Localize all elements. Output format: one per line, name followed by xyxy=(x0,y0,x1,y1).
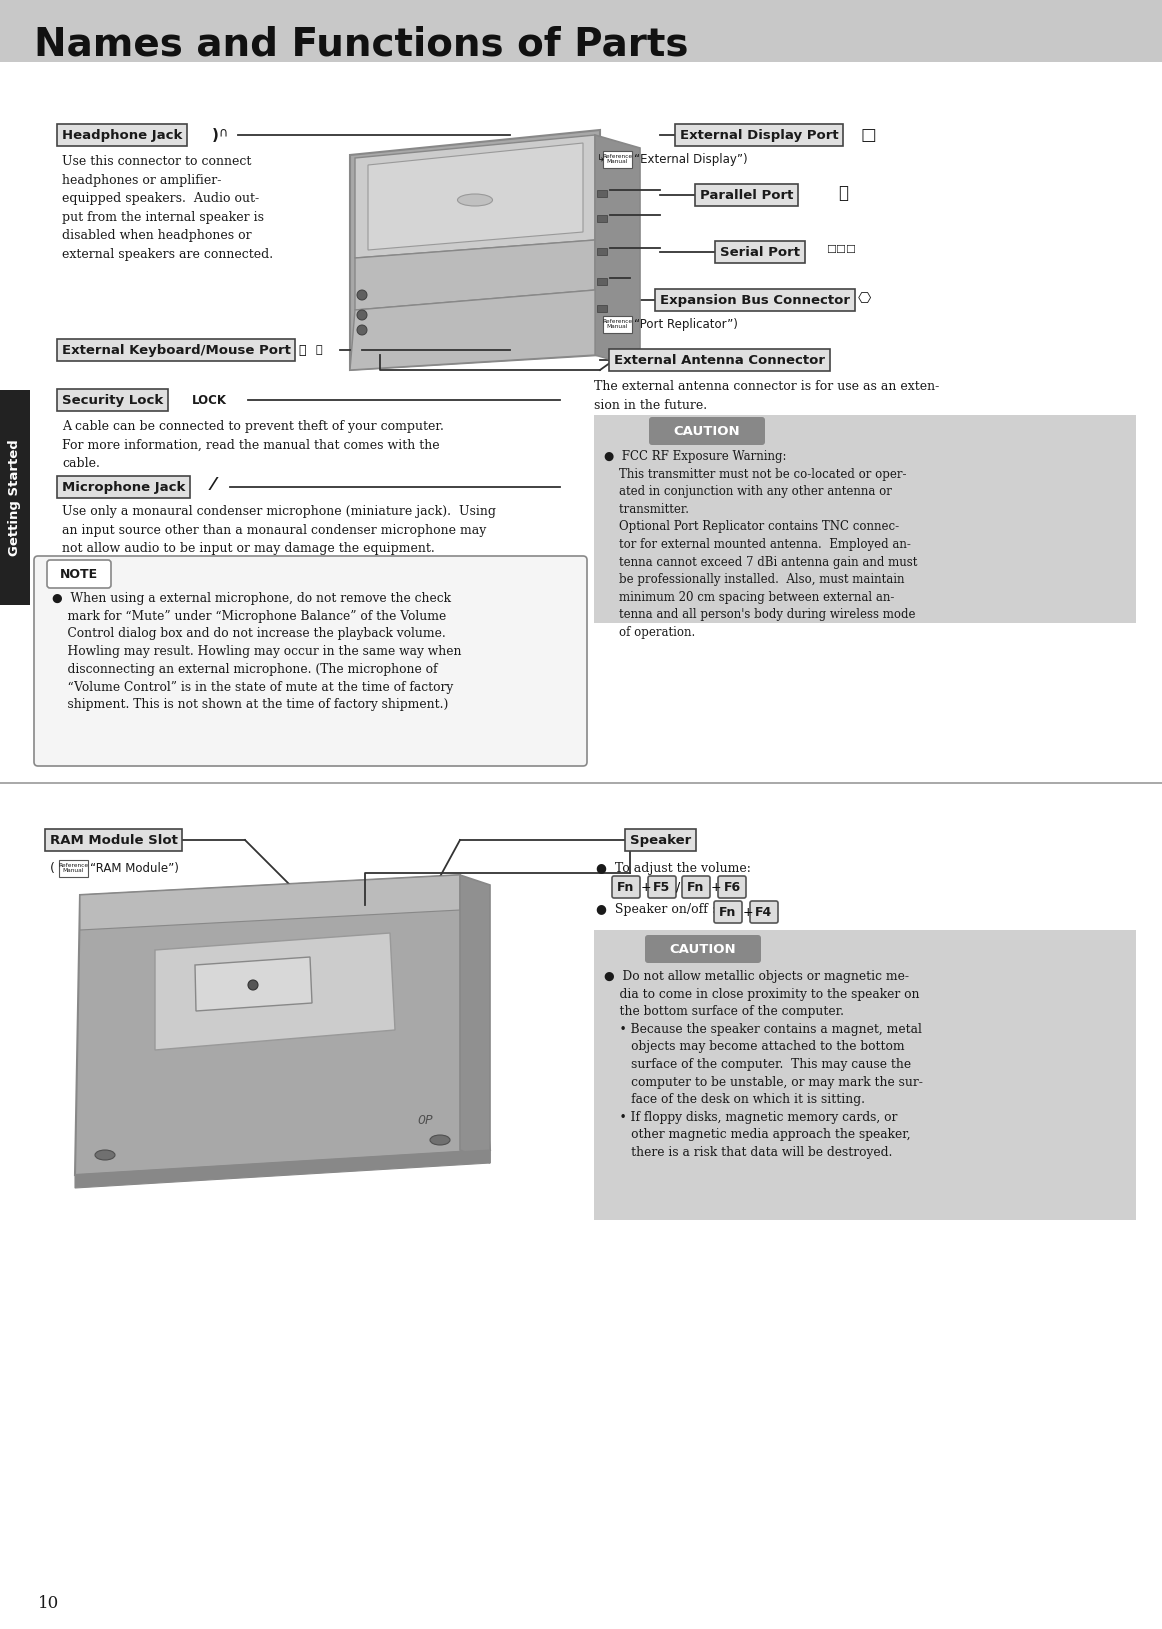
FancyBboxPatch shape xyxy=(650,417,765,445)
FancyBboxPatch shape xyxy=(597,279,607,285)
FancyBboxPatch shape xyxy=(597,191,607,197)
Text: ↳: ↳ xyxy=(597,153,605,163)
Polygon shape xyxy=(356,135,595,257)
Circle shape xyxy=(357,326,367,336)
FancyBboxPatch shape xyxy=(0,389,30,604)
Text: Fn: Fn xyxy=(687,881,704,893)
Text: Use this connector to connect
headphones or amplifier-
equipped speakers.  Audio: Use this connector to connect headphones… xyxy=(62,155,273,261)
Circle shape xyxy=(357,290,367,300)
Text: ∩: ∩ xyxy=(218,127,227,140)
Text: Parallel Port: Parallel Port xyxy=(700,189,794,202)
Text: Use only a monaural condenser microphone (miniature jack).  Using
an input sourc: Use only a monaural condenser microphone… xyxy=(62,505,496,555)
Text: Names and Functions of Parts: Names and Functions of Parts xyxy=(34,24,689,64)
Ellipse shape xyxy=(430,1135,450,1145)
FancyBboxPatch shape xyxy=(603,316,631,332)
FancyBboxPatch shape xyxy=(713,901,743,924)
Text: NOTE: NOTE xyxy=(60,567,98,580)
Text: ●  To adjust the volume:: ● To adjust the volume: xyxy=(596,862,751,875)
Text: +: + xyxy=(641,881,652,893)
Text: +: + xyxy=(743,906,754,919)
Text: (: ( xyxy=(594,153,598,166)
FancyBboxPatch shape xyxy=(58,860,87,876)
Text: Headphone Jack: Headphone Jack xyxy=(62,129,182,142)
Text: Security Lock: Security Lock xyxy=(62,394,163,407)
Text: ●  Do not allow metallic objects or magnetic me-
    dia to come in close proxim: ● Do not allow metallic objects or magne… xyxy=(604,969,923,1158)
Text: CAUTION: CAUTION xyxy=(674,425,740,438)
Circle shape xyxy=(248,981,258,990)
Text: (: ( xyxy=(594,318,598,331)
Text: F5: F5 xyxy=(653,881,670,893)
Text: 10: 10 xyxy=(38,1595,59,1613)
Text: 🖱: 🖱 xyxy=(297,344,306,357)
Polygon shape xyxy=(350,290,595,370)
FancyBboxPatch shape xyxy=(718,876,746,898)
Polygon shape xyxy=(195,956,313,1012)
Text: Getting Started: Getting Started xyxy=(8,440,22,557)
Text: ⁄: ⁄ xyxy=(211,476,215,494)
FancyBboxPatch shape xyxy=(0,0,1162,62)
FancyBboxPatch shape xyxy=(597,215,607,222)
FancyBboxPatch shape xyxy=(594,930,1136,1220)
FancyBboxPatch shape xyxy=(34,555,587,766)
FancyBboxPatch shape xyxy=(612,876,640,898)
Text: CAUTION: CAUTION xyxy=(669,943,737,956)
Text: □: □ xyxy=(860,125,876,143)
Text: “External Display”): “External Display”) xyxy=(634,153,747,166)
FancyBboxPatch shape xyxy=(594,415,1136,622)
Text: RAM Module Slot: RAM Module Slot xyxy=(50,834,178,847)
Text: External Display Port: External Display Port xyxy=(680,129,839,142)
Text: (: ( xyxy=(50,862,55,875)
FancyBboxPatch shape xyxy=(645,935,761,963)
Polygon shape xyxy=(460,875,490,1163)
Text: LOCK: LOCK xyxy=(192,394,227,407)
Text: +: + xyxy=(711,881,722,893)
Text: /: / xyxy=(676,881,680,893)
Text: ●  Speaker on/off :: ● Speaker on/off : xyxy=(596,902,716,915)
Polygon shape xyxy=(155,933,395,1051)
Text: ●  When using a external microphone, do not remove the check
    mark for “Mute”: ● When using a external microphone, do n… xyxy=(52,591,461,712)
FancyBboxPatch shape xyxy=(682,876,710,898)
Text: A cable can be connected to prevent theft of your computer.
For more information: A cable can be connected to prevent thef… xyxy=(62,420,444,471)
Ellipse shape xyxy=(95,1150,115,1160)
FancyBboxPatch shape xyxy=(648,876,676,898)
FancyBboxPatch shape xyxy=(597,305,607,313)
Text: External Antenna Connector: External Antenna Connector xyxy=(614,353,825,367)
Text: F6: F6 xyxy=(724,881,740,893)
Text: External Keyboard/Mouse Port: External Keyboard/Mouse Port xyxy=(62,344,290,357)
Text: Reference
Manual: Reference Manual xyxy=(602,155,632,165)
Text: Reference
Manual: Reference Manual xyxy=(602,319,632,329)
Text: ☐☐☐: ☐☐☐ xyxy=(826,244,856,256)
Text: Serial Port: Serial Port xyxy=(720,246,799,259)
FancyBboxPatch shape xyxy=(603,150,631,168)
Polygon shape xyxy=(76,1150,490,1188)
Polygon shape xyxy=(595,135,640,368)
Polygon shape xyxy=(356,239,595,310)
Text: 0P: 0P xyxy=(417,1114,432,1127)
Text: ●  FCC RF Exposure Warning:
    This transmitter must not be co-located or oper-: ● FCC RF Exposure Warning: This transmit… xyxy=(604,450,917,639)
Text: Fn: Fn xyxy=(617,881,634,893)
Text: ⎙: ⎙ xyxy=(838,184,848,202)
Text: ): ) xyxy=(211,127,218,142)
Text: Reference
Manual: Reference Manual xyxy=(58,863,88,873)
FancyBboxPatch shape xyxy=(46,560,112,588)
Text: ⌸: ⌸ xyxy=(316,345,323,355)
Text: Fn: Fn xyxy=(719,906,737,919)
Text: The external antenna connector is for use as an exten-
sion in the future.: The external antenna connector is for us… xyxy=(594,380,939,412)
Polygon shape xyxy=(80,875,460,930)
FancyBboxPatch shape xyxy=(597,248,607,256)
Text: “Port Replicator”): “Port Replicator”) xyxy=(634,318,738,331)
FancyBboxPatch shape xyxy=(749,901,779,924)
Ellipse shape xyxy=(458,194,493,205)
Text: Microphone Jack: Microphone Jack xyxy=(62,481,186,494)
Text: Expansion Bus Connector: Expansion Bus Connector xyxy=(660,293,849,306)
Polygon shape xyxy=(368,143,583,249)
Text: ⎔: ⎔ xyxy=(858,290,872,306)
Polygon shape xyxy=(76,875,490,1175)
Circle shape xyxy=(357,310,367,319)
Text: “RAM Module”): “RAM Module”) xyxy=(89,862,179,875)
Text: F4: F4 xyxy=(755,906,773,919)
Text: Speaker: Speaker xyxy=(630,834,691,847)
Polygon shape xyxy=(350,130,600,370)
